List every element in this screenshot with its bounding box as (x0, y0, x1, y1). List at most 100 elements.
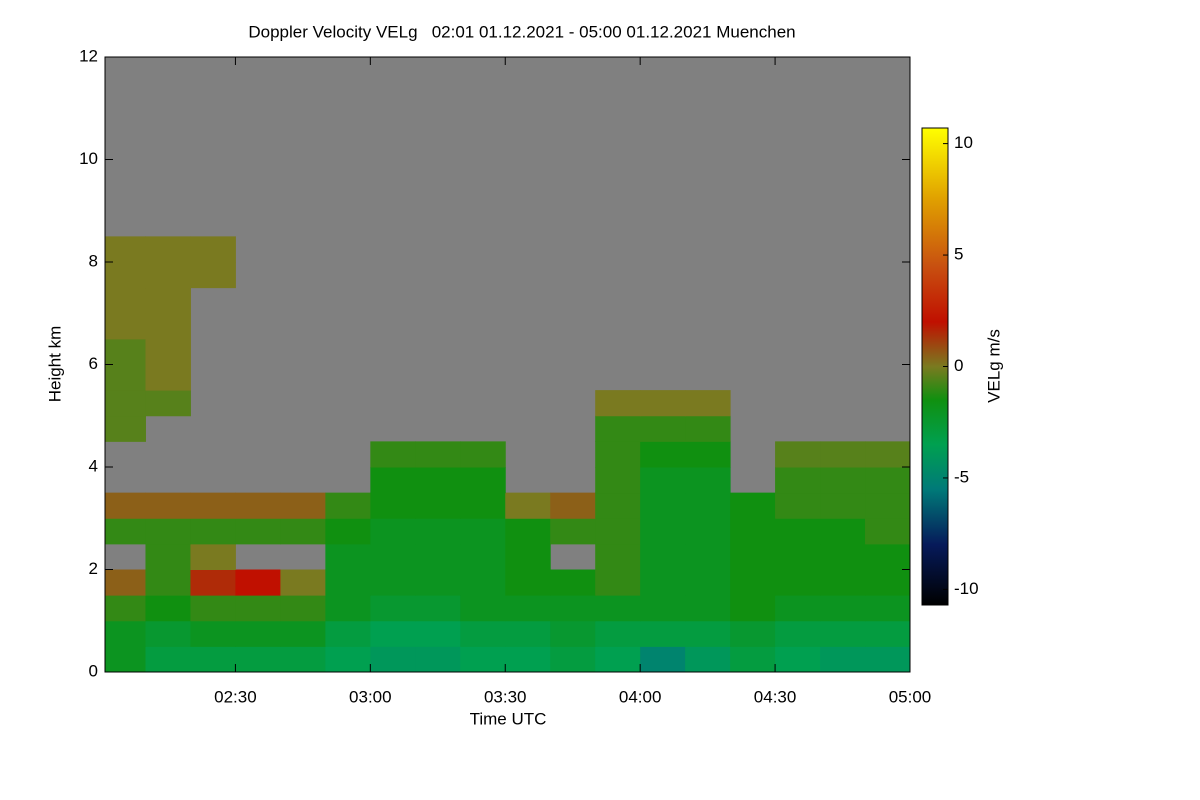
heatmap-cell (505, 518, 551, 545)
heatmap-cell (685, 543, 731, 570)
heatmap-cell (685, 646, 731, 673)
heatmap-cell (105, 313, 146, 340)
heatmap-cell (415, 543, 461, 570)
heatmap-cell (595, 620, 641, 647)
heatmap-cell (865, 441, 911, 468)
heatmap-cell (820, 569, 866, 596)
heatmap-cell (820, 646, 866, 673)
colorbar-tick-label: 10 (954, 133, 973, 152)
colorbar-tick-label: -5 (954, 467, 969, 486)
heatmap-cell (235, 620, 281, 647)
heatmap-cell (460, 518, 506, 545)
heatmap-cell (235, 569, 281, 596)
heatmap-cell (640, 543, 686, 570)
heatmap-cell (640, 620, 686, 647)
heatmap-cell (685, 569, 731, 596)
heatmap-cell (730, 620, 776, 647)
heatmap-cell (235, 595, 281, 622)
heatmap-cell (415, 620, 461, 647)
heatmap-cell (685, 415, 731, 442)
heatmap-cell (105, 236, 146, 263)
heatmap-cell (105, 338, 146, 365)
heatmap-cell (145, 287, 191, 314)
heatmap-cell (685, 390, 731, 417)
heatmap-cell (595, 415, 641, 442)
heatmap-cell (415, 518, 461, 545)
heatmap-cell (325, 595, 371, 622)
colorbar-tick-label: 0 (954, 356, 963, 375)
heatmap-cell (235, 492, 281, 519)
heatmap-cell (640, 390, 686, 417)
heatmap-cell (370, 595, 416, 622)
x-tick-label: 05:00 (889, 687, 932, 706)
heatmap-cell (730, 518, 776, 545)
heatmap-cell (415, 441, 461, 468)
heatmap-cell (145, 569, 191, 596)
x-tick-label: 03:00 (349, 687, 392, 706)
heatmap-cell (415, 492, 461, 519)
heatmap-cell (280, 595, 326, 622)
heatmap-cell (730, 543, 776, 570)
heatmap-cell (370, 646, 416, 673)
heatmap-cell (640, 646, 686, 673)
heatmap-cell (190, 262, 236, 289)
heatmap-cell (730, 492, 776, 519)
heatmap-cell (865, 620, 911, 647)
heatmap-cell (865, 492, 911, 519)
heatmap-cell (775, 620, 821, 647)
heatmap-cell (640, 441, 686, 468)
colorbar-tick-label: 5 (954, 245, 963, 264)
heatmap-cell (685, 518, 731, 545)
heatmap-cell (190, 620, 236, 647)
heatmap-cell (640, 467, 686, 494)
heatmap-cell (460, 441, 506, 468)
heatmap-cell (415, 569, 461, 596)
heatmap-cell (865, 543, 911, 570)
heatmap-cell (460, 646, 506, 673)
heatmap-cell (775, 646, 821, 673)
heatmap-cell (865, 518, 911, 545)
y-tick-label: 4 (89, 456, 98, 475)
heatmap-cell (775, 441, 821, 468)
heatmap-cell (145, 313, 191, 340)
heatmap-cell (370, 441, 416, 468)
heatmap-cell (325, 518, 371, 545)
heatmap-cell (460, 543, 506, 570)
heatmap-cell (145, 595, 191, 622)
heatmap-cell (505, 620, 551, 647)
heatmap-cell (820, 441, 866, 468)
heatmap-cell (280, 518, 326, 545)
heatmap-cell (550, 518, 596, 545)
heatmap-cell (595, 646, 641, 673)
colorbar-label: VELg m/s (984, 329, 1003, 403)
heatmap-cell (775, 492, 821, 519)
heatmap-cell (640, 518, 686, 545)
y-tick-label: 6 (89, 354, 98, 373)
heatmap-cell (325, 620, 371, 647)
heatmap-cell (730, 569, 776, 596)
heatmap-cell (685, 620, 731, 647)
heatmap-cell (105, 518, 146, 545)
colorbar-tick-label: -10 (954, 579, 979, 598)
heatmap-cell (145, 364, 191, 391)
heatmap-cell (775, 569, 821, 596)
heatmap-cell (730, 595, 776, 622)
heatmap-cell (370, 492, 416, 519)
heatmap-cell (105, 646, 146, 673)
heatmap-cell (640, 569, 686, 596)
heatmap-cell (595, 595, 641, 622)
heatmap-cell (105, 287, 146, 314)
heatmap-cell (105, 390, 146, 417)
heatmap-cell (505, 646, 551, 673)
heatmap-cell (820, 620, 866, 647)
heatmap-cell (145, 492, 191, 519)
heatmap-cell (550, 569, 596, 596)
heatmap-cell (370, 518, 416, 545)
heatmap-cell (865, 595, 911, 622)
heatmap-cell (775, 467, 821, 494)
x-tick-label: 04:00 (619, 687, 662, 706)
heatmap-cell (145, 338, 191, 365)
heatmap-cell (325, 543, 371, 570)
heatmap-cell (865, 467, 911, 494)
